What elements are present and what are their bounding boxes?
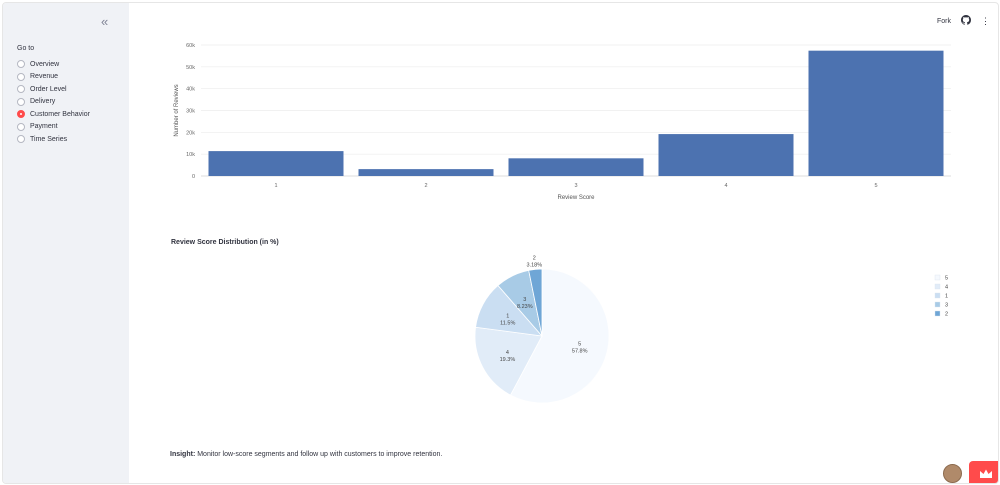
insight-body: Monitor low-score segments and follow up… <box>195 451 443 458</box>
y-tick-label: 60k <box>186 43 195 49</box>
y-axis-label: Number of Reviews <box>174 84 180 136</box>
nav-radio-label: Overview <box>30 60 60 68</box>
radio-circle-icon[interactable] <box>17 110 25 119</box>
collapse-sidebar-icon[interactable]: « <box>101 14 109 29</box>
y-tick-label: 20k <box>186 130 195 136</box>
x-tick-label: 4 <box>724 183 727 189</box>
more-vertical-icon[interactable]: ⋮ <box>981 15 990 26</box>
nav-title: Go to <box>17 45 35 52</box>
x-tick-label: 3 <box>574 183 577 189</box>
x-tick-label: 2 <box>424 183 427 189</box>
legend-swatch-3[interactable] <box>934 301 941 308</box>
bar-score-3 <box>508 158 644 176</box>
y-tick-label: 50k <box>186 65 195 71</box>
pie-slice-5 <box>509 268 610 404</box>
bar-score-4 <box>658 134 794 176</box>
pie-slice-label: 2 <box>533 255 536 261</box>
pie-slice-4 <box>474 326 543 396</box>
page-radio-group: Overview Revenue Order Level Delivery Custom… <box>17 58 90 146</box>
legend-label[interactable]: 5 <box>945 276 948 282</box>
pie-chart-title: Review Score Distribution (in %) <box>171 239 279 246</box>
y-tick-label: 30k <box>186 109 195 115</box>
nav-radio-label: Revenue <box>30 73 59 81</box>
y-tick-label: 40k <box>186 87 195 93</box>
pie-slice-label: 3 <box>523 297 526 303</box>
insight-label: Insight: <box>170 451 196 458</box>
crown-icon[interactable] <box>969 461 998 483</box>
github-icon[interactable] <box>961 15 971 27</box>
legend-label[interactable]: 4 <box>945 285 948 291</box>
bar-score-5 <box>808 50 944 176</box>
radio-circle-icon[interactable] <box>17 60 25 69</box>
nav-radio-label: Delivery <box>30 98 56 106</box>
fork-link[interactable]: Fork <box>937 17 951 25</box>
radio-circle-icon[interactable] <box>17 85 25 94</box>
pie-slice-2 <box>528 268 543 337</box>
legend-label[interactable]: 2 <box>945 312 948 318</box>
pie-slice-percent: 11.5% <box>500 321 515 327</box>
y-tick-label: 10k <box>186 152 195 158</box>
pie-slice-percent: 57.8% <box>572 348 588 354</box>
pie-slice-label: 4 <box>506 350 509 356</box>
nav-radio-label: Customer Behavior <box>30 110 90 118</box>
user-avatar[interactable] <box>943 464 962 483</box>
pie-slice-percent: 8.23% <box>517 304 533 310</box>
nav-radio-revenue[interactable]: Revenue <box>17 71 90 84</box>
radio-circle-icon[interactable] <box>17 97 25 106</box>
review-score-bar-chart: 0 10k 20k 30k 40k 50k 60k 1 2 3 4 5 Review Score Numb… <box>174 43 951 201</box>
legend-swatch-2[interactable] <box>934 310 941 317</box>
y-tick-label: 0 <box>192 174 195 180</box>
insight-text: Insight: Monitor low-score segments and … <box>170 451 442 458</box>
nav-radio-label: Order Level <box>30 85 67 93</box>
legend-label[interactable]: 3 <box>945 303 948 309</box>
bar-score-2 <box>358 169 494 176</box>
x-tick-label: 1 <box>274 183 277 189</box>
legend-swatch-5[interactable] <box>934 274 941 281</box>
nav-radio-payment[interactable]: Payment <box>17 121 90 134</box>
legend-swatch-1[interactable] <box>934 292 941 299</box>
legend-label[interactable]: 1 <box>945 294 948 300</box>
nav-radio-customer-behavior[interactable]: Customer Behavior <box>17 108 90 121</box>
nav-radio-label: Time Series <box>30 135 68 143</box>
pie-slice-percent: 3.18% <box>527 262 543 268</box>
radio-circle-icon[interactable] <box>17 135 25 144</box>
x-axis-label: Review Score <box>557 195 595 201</box>
radio-circle-icon[interactable] <box>17 72 25 81</box>
radio-circle-icon[interactable] <box>17 122 25 131</box>
pie-slice-percent: 19.3% <box>500 357 516 363</box>
pie-slice-label: 1 <box>506 314 509 320</box>
nav-radio-delivery[interactable]: Delivery <box>17 96 90 109</box>
nav-radio-overview[interactable]: Overview <box>17 58 90 71</box>
x-tick-label: 5 <box>874 183 877 189</box>
legend-swatch-4[interactable] <box>934 283 941 290</box>
sidebar: « Go to Overview Revenue Order Level Delive… <box>3 3 129 483</box>
top-toolbar: Fork ⋮ <box>937 15 990 27</box>
main-content: 0 10k 20k 30k 40k 50k 60k 1 2 3 4 5 Review Score Numb… <box>129 3 998 483</box>
nav-radio-time-series[interactable]: Time Series <box>17 133 90 146</box>
pie-slice-label: 5 <box>578 341 581 347</box>
nav-radio-order-level[interactable]: Order Level <box>17 83 90 96</box>
nav-radio-label: Payment <box>30 123 58 131</box>
bar-score-1 <box>208 151 344 176</box>
